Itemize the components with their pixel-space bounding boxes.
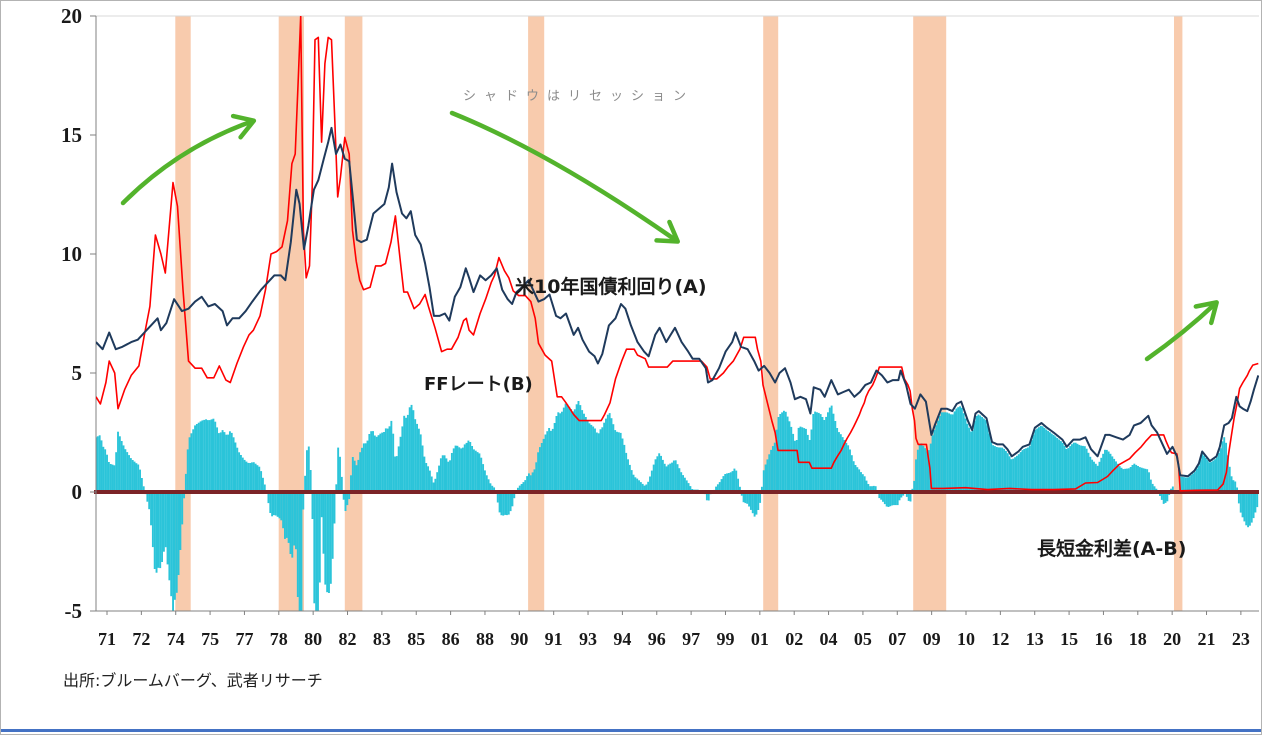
x-axis-label: 82 (339, 629, 357, 649)
x-axis-label: 20 (1163, 629, 1181, 649)
x-axis-label: 05 (854, 629, 872, 649)
recession-band (528, 16, 545, 611)
x-axis-label: 07 (888, 629, 906, 649)
x-axis-label: 88 (476, 629, 494, 649)
x-axis-label: 75 (201, 629, 219, 649)
annotation-arrow-icon (1144, 300, 1219, 362)
x-axis-label: 12 (991, 629, 1009, 649)
x-axis-label: 10 (957, 629, 975, 649)
x-axis-label: 13 (1026, 629, 1044, 649)
x-axis-label: 80 (304, 629, 322, 649)
x-axis-label: 93 (579, 629, 597, 649)
x-axis-label: 71 (98, 629, 116, 649)
y-axis-label: 5 (72, 361, 83, 385)
x-axis-label: 04 (820, 629, 838, 649)
recession-shadow-annotation: シャドウはリセッション (463, 89, 695, 104)
treasury-yield-line (96, 126, 1259, 478)
slide-bottom-rule (1, 729, 1261, 732)
spread-label: 長短金利差(A-B) (1037, 538, 1187, 560)
x-axis-label: 18 (1129, 629, 1147, 649)
x-axis-label: 86 (442, 629, 460, 649)
y-axis-labels: 20 15 10 5 0 -5 (61, 4, 96, 623)
ff-rate-line (96, 16, 1259, 492)
x-axis-label: 72 (132, 629, 150, 649)
x-axis-label: 09 (923, 629, 941, 649)
y-axis-label: 10 (61, 242, 82, 266)
y-axis-label: 20 (61, 4, 82, 28)
x-axis-label: 90 (510, 629, 528, 649)
x-axis-label: 85 (407, 629, 425, 649)
x-axis-label: 01 (751, 629, 769, 649)
x-axis-label: 23 (1232, 629, 1250, 649)
x-axis-label: 77 (235, 629, 253, 649)
x-axis-label: 78 (270, 629, 288, 649)
annotation-arrow-icon (120, 113, 257, 206)
y-axis-label: -5 (65, 599, 83, 623)
source-note: 出所:ブルームバーグ、武者リサーチ (63, 671, 323, 690)
series-b-label: FFレート(B) (424, 374, 533, 395)
recession-band (763, 16, 779, 611)
x-axis-label: 96 (648, 629, 666, 649)
x-axis-label: 94 (613, 629, 631, 649)
x-axis-label: 83 (373, 629, 391, 649)
x-axis-label: 15 (1060, 629, 1078, 649)
x-axis-label: 99 (716, 629, 734, 649)
spread-bars (96, 401, 1259, 611)
recession-band (344, 16, 363, 611)
x-axis-label: 16 (1094, 629, 1112, 649)
x-axis-label: 91 (545, 629, 563, 649)
y-axis-label: 0 (72, 480, 83, 504)
x-axis-label: 97 (682, 629, 700, 649)
x-axis-label: 21 (1198, 629, 1216, 649)
series-a-label: 米10年国債利回り(A) (515, 276, 707, 298)
recession-band (1174, 16, 1183, 611)
hand-drawn-arrows (120, 110, 1219, 362)
annotation-arrow-icon (449, 110, 680, 244)
x-axis-label: 02 (785, 629, 803, 649)
x-axis-label: 74 (167, 629, 185, 649)
y-axis-label: 15 (61, 123, 82, 147)
recession-band (913, 16, 947, 611)
x-axis-labels: 71 72 74 75 77 78 80 82 83 85 86 88 90 91 93 94 96 97 99 01… (98, 611, 1250, 649)
